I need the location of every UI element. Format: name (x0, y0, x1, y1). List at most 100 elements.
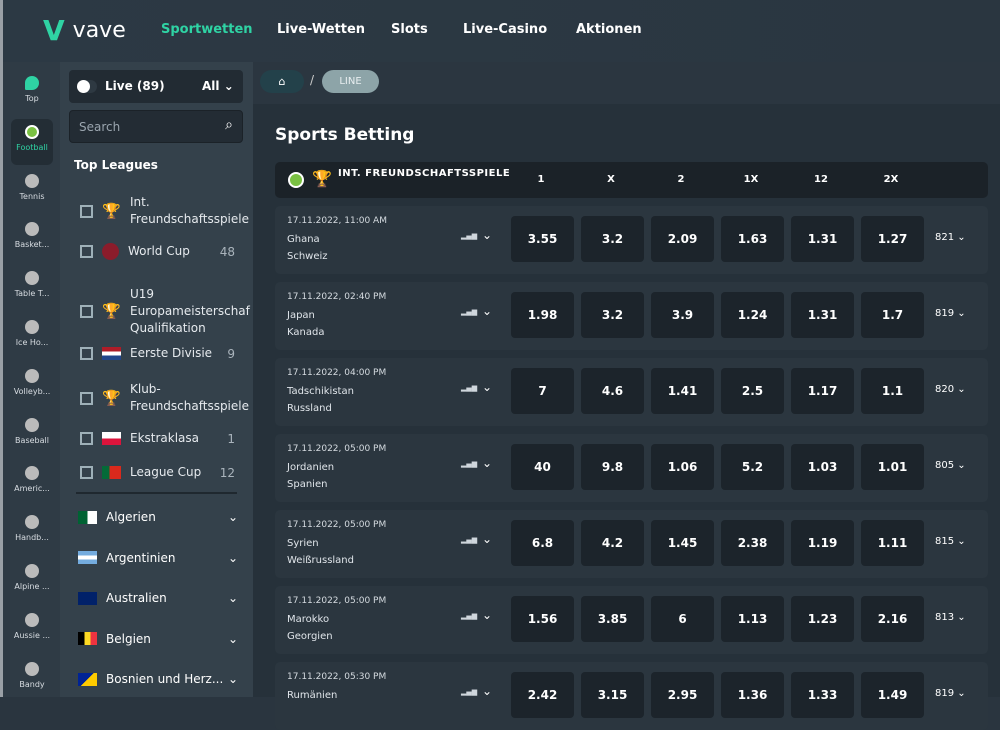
sport-baseball[interactable]: Baseball (11, 412, 53, 458)
odds-button[interactable]: 1.31 (791, 216, 854, 262)
league-checkbox[interactable] (80, 204, 93, 218)
chevron-down-icon[interactable]: ⌄ (227, 550, 238, 565)
odds-button[interactable]: 1.63 (721, 216, 784, 262)
sport-top[interactable]: Top (11, 70, 53, 116)
match-row[interactable]: 17.11.2022, 02:40 PM Japan Kanada ▂▄▆ ⌄ 1.98 3… (275, 282, 988, 350)
all-dropdown[interactable]: All ⌄ (202, 79, 234, 93)
chevron-down-icon[interactable]: ⌄ (482, 380, 493, 394)
sport-aussie[interactable]: Aussie ... (11, 607, 53, 653)
match-row[interactable]: 17.11.2022, 05:00 PM Jordanien Spanien ▂▄▆ ⌄… (275, 434, 988, 502)
league-checkbox[interactable] (80, 432, 93, 445)
odds-button[interactable]: 1.56 (511, 596, 574, 642)
odds-button[interactable]: 5.2 (721, 444, 784, 490)
odds-button[interactable]: 1.19 (791, 520, 854, 566)
odds-button[interactable]: 3.2 (581, 292, 644, 338)
match-row[interactable]: 17.11.2022, 11:00 AM Ghana Schweiz ▂▄▆ ⌄ 3.55… (275, 206, 988, 274)
more-markets-button[interactable]: 815 ⌄ (935, 536, 966, 547)
odds-button[interactable]: 1.41 (651, 368, 714, 414)
league-checkbox[interactable] (80, 245, 93, 258)
stats-icon[interactable]: ▂▄▆ (461, 688, 478, 696)
chevron-down-icon[interactable]: ⌄ (227, 631, 238, 646)
search-input[interactable]: Search ⌕ (69, 110, 243, 143)
more-markets-button[interactable]: 805 ⌄ (935, 460, 966, 471)
sport-basket[interactable]: Basket... (11, 216, 53, 262)
league-checkbox[interactable] (80, 391, 93, 405)
odds-button[interactable]: 2.95 (651, 672, 714, 718)
odds-button[interactable]: 4.6 (581, 368, 644, 414)
odds-button[interactable]: 1.98 (511, 292, 574, 338)
chevron-down-icon[interactable]: ⌄ (227, 591, 238, 605)
nav-sportwetten[interactable]: Sportwetten (161, 22, 253, 37)
league-item[interactable]: 🏆 Klub-Freundschaftsspiele (80, 381, 250, 415)
odds-button[interactable]: 40 (511, 444, 574, 490)
stats-icon[interactable]: ▂▄▆ (461, 232, 478, 240)
stats-icon[interactable]: ▂▄▆ (461, 384, 478, 392)
odds-button[interactable]: 1.27 (861, 216, 924, 262)
odds-button[interactable]: 2.09 (651, 216, 714, 262)
match-row[interactable]: 17.11.2022, 04:00 PM Tadschikistan Russlan… (275, 358, 988, 426)
stats-icon[interactable]: ▂▄▆ (461, 460, 478, 468)
more-markets-button[interactable]: 819 ⌄ (935, 688, 966, 699)
odds-button[interactable]: 1.03 (791, 444, 854, 490)
odds-button[interactable]: 1.1 (861, 368, 924, 414)
league-item[interactable]: World Cup 48 (80, 243, 250, 260)
odds-button[interactable]: 1.11 (861, 520, 924, 566)
nav-slots[interactable]: Slots (391, 22, 428, 37)
league-checkbox[interactable] (80, 466, 93, 479)
odds-button[interactable]: 2.5 (721, 368, 784, 414)
sport-football[interactable]: Football (11, 118, 53, 165)
stats-icon[interactable]: ▂▄▆ (461, 536, 478, 544)
nav-live-wetten[interactable]: Live-Wetten (277, 22, 366, 37)
chevron-down-icon[interactable]: ⌄ (482, 608, 493, 622)
chevron-down-icon[interactable]: ⌄ (482, 532, 493, 546)
odds-button[interactable]: 1.31 (791, 292, 854, 338)
stats-icon[interactable]: ▂▄▆ (461, 308, 478, 316)
league-item[interactable]: Eerste Divisie 9 (80, 345, 250, 362)
odds-button[interactable]: 2.38 (721, 520, 784, 566)
more-markets-button[interactable]: 820 ⌄ (935, 384, 966, 395)
sport-tablet[interactable]: Table T... (11, 265, 53, 311)
match-row[interactable]: 17.11.2022, 05:00 PM Marokko Georgien ▂▄▆ ⌄ 1… (275, 586, 988, 654)
country-item[interactable]: Algerien ⌄ (78, 510, 238, 524)
country-item[interactable]: Australien ⌄ (78, 591, 238, 605)
league-checkbox[interactable] (80, 347, 93, 360)
odds-button[interactable]: 1.45 (651, 520, 714, 566)
chevron-down-icon[interactable]: ⌄ (482, 228, 493, 242)
league-item[interactable]: 🏆 U19 Europameisterschaf Qualifikation (80, 286, 250, 337)
league-item[interactable]: Ekstraklasa 1 (80, 430, 250, 447)
odds-button[interactable]: 2.42 (511, 672, 574, 718)
sport-bandy[interactable]: Bandy (11, 656, 53, 702)
odds-button[interactable]: 3.55 (511, 216, 574, 262)
odds-button[interactable]: 1.7 (861, 292, 924, 338)
home-icon[interactable]: ⌂ (260, 70, 304, 93)
chevron-down-icon[interactable]: ⌄ (482, 304, 493, 318)
sport-alpine[interactable]: Alpine ... (11, 558, 53, 604)
chevron-down-icon[interactable]: ⌄ (482, 456, 493, 470)
chevron-down-icon[interactable]: ⌄ (227, 510, 238, 524)
odds-button[interactable]: 4.2 (581, 520, 644, 566)
odds-button[interactable]: 1.24 (721, 292, 784, 338)
match-row[interactable]: 17.11.2022, 05:30 PM Rumänien ▂▄▆ ⌄ 2.42 3.15… (275, 662, 988, 730)
sport-volleyb[interactable]: Volleyb... (11, 363, 53, 409)
sport-iceho[interactable]: Ice Ho... (11, 314, 53, 360)
breadcrumb-line[interactable]: LINE (322, 70, 379, 93)
odds-button[interactable]: 7 (511, 368, 574, 414)
odds-button[interactable]: 1.13 (721, 596, 784, 642)
sport-americ[interactable]: Americ... (11, 460, 53, 506)
odds-button[interactable]: 1.49 (861, 672, 924, 718)
sport-tennis[interactable]: Tennis (11, 168, 53, 214)
odds-button[interactable]: 6.8 (511, 520, 574, 566)
odds-button[interactable]: 1.33 (791, 672, 854, 718)
odds-button[interactable]: 9.8 (581, 444, 644, 490)
sport-handb[interactable]: Handb... (11, 509, 53, 555)
odds-button[interactable]: 3.15 (581, 672, 644, 718)
country-item[interactable]: Bosnien und Herz... ⌄ (78, 672, 238, 686)
odds-button[interactable]: 3.85 (581, 596, 644, 642)
odds-button[interactable]: 1.36 (721, 672, 784, 718)
odds-button[interactable]: 1.01 (861, 444, 924, 490)
country-item[interactable]: Belgien ⌄ (78, 632, 238, 646)
match-row[interactable]: 17.11.2022, 05:00 PM Syrien Weißrussland ▂▄… (275, 510, 988, 578)
more-markets-button[interactable]: 813 ⌄ (935, 612, 966, 623)
league-item[interactable]: 🏆 Int. Freundschaftsspiele (80, 194, 250, 228)
